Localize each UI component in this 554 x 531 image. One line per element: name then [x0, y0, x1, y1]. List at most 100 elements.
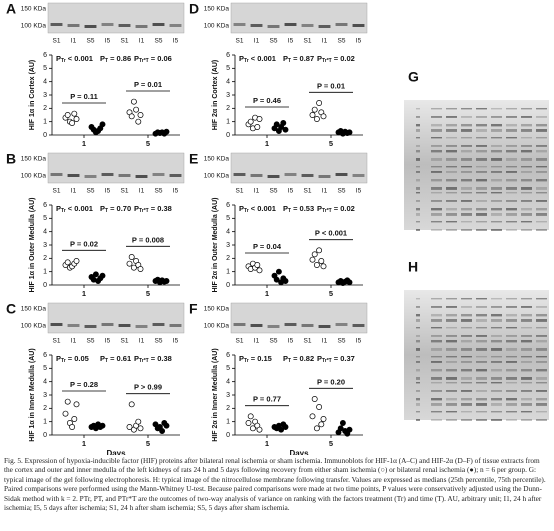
sham-point	[318, 258, 325, 264]
gel-band	[536, 192, 547, 194]
gel-band	[446, 208, 457, 211]
sham-point	[64, 398, 71, 405]
gel-band	[476, 192, 487, 194]
gel-band	[446, 377, 457, 380]
gel-band	[446, 171, 457, 173]
gel-band	[446, 314, 457, 317]
gel-band	[536, 200, 547, 202]
gel-band	[521, 327, 532, 329]
stat-sub: T	[288, 208, 291, 214]
kda-label: 100 KDa	[204, 173, 230, 180]
comparison-label: P = 0.01	[317, 81, 345, 90]
gel-band	[461, 158, 472, 161]
band	[67, 174, 80, 177]
gel-band	[416, 221, 420, 223]
gel-band	[461, 208, 472, 211]
ischemia-point	[99, 422, 106, 429]
stat-symbol: P	[134, 54, 139, 63]
gel-band	[446, 306, 457, 308]
x-tick-label: 1	[265, 439, 269, 448]
gel-band	[521, 356, 532, 358]
gel-band	[431, 137, 442, 139]
gel-band	[506, 419, 517, 421]
y-tick-label: 5	[43, 215, 47, 222]
gel-band	[461, 145, 472, 147]
gel-band	[476, 319, 487, 322]
y-axis-label: HIF 2α in Outer Medulla (AU)	[212, 198, 219, 293]
gel-band	[431, 348, 442, 351]
gel-band	[476, 377, 487, 380]
lane-label: I1	[322, 338, 328, 345]
band	[84, 25, 97, 28]
gel-band	[506, 158, 517, 161]
y-tick-label: 3	[226, 92, 230, 99]
y-tick-label: 6	[226, 202, 230, 209]
lane-label: I5	[356, 338, 362, 345]
stat-value: < 0.001	[251, 54, 276, 63]
gel-band	[416, 419, 420, 421]
sham-point	[128, 254, 135, 260]
lane-label: S1	[236, 188, 244, 195]
panel-letter: H	[408, 259, 418, 275]
gel-band	[461, 221, 472, 223]
gel-band	[506, 298, 517, 300]
ischemia-point	[346, 129, 353, 136]
blot	[230, 2, 368, 34]
gel-band	[476, 335, 487, 337]
gel-band	[431, 382, 442, 384]
band	[50, 173, 63, 176]
gel-band	[431, 377, 442, 380]
stat-value: = 0.05	[68, 354, 89, 363]
gel-band	[536, 377, 547, 380]
gel-band	[491, 356, 502, 358]
gel-band	[461, 356, 472, 358]
lane-label: S1	[121, 188, 129, 195]
band	[335, 173, 348, 176]
comparison-label: P = 0.11	[70, 92, 98, 101]
gel-band	[446, 129, 457, 132]
y-axis-label: HIF 2α in Inner Medulla (AU)	[212, 348, 219, 441]
sham-point	[320, 416, 327, 422]
gel-band	[461, 340, 472, 343]
sham-point	[316, 404, 323, 410]
gel-band	[491, 319, 502, 322]
gel-band	[416, 356, 420, 358]
gel-band	[446, 158, 457, 161]
gel-band	[446, 411, 457, 413]
gel-band	[416, 382, 420, 384]
gel-band	[476, 108, 487, 110]
gel-band	[431, 306, 442, 308]
gel-band	[521, 145, 532, 147]
gel-band	[491, 150, 502, 153]
band	[267, 175, 280, 178]
sham-point	[73, 116, 80, 122]
kda-label: 150 KDa	[204, 306, 230, 313]
gel-band	[476, 150, 487, 153]
gel-band	[506, 335, 517, 337]
stat: PT = 0.86	[100, 54, 131, 64]
stat-value: = 0.06	[151, 54, 172, 63]
stat: PTr < 0.001	[239, 54, 276, 64]
gel-band	[506, 390, 517, 392]
sham-point	[313, 425, 320, 432]
gel-band	[461, 229, 472, 231]
ischemia-point	[273, 276, 280, 283]
y-tick-label: 1	[226, 269, 230, 276]
gel-band	[431, 335, 442, 337]
band	[101, 23, 114, 26]
gel-band	[491, 213, 502, 216]
stat: PT = 0.61	[100, 354, 131, 364]
gel-band	[521, 187, 532, 190]
gel-band	[536, 129, 547, 132]
y-tick-label: 5	[226, 365, 230, 372]
ischemia-point	[346, 426, 353, 433]
gel-band	[476, 327, 487, 329]
lane-label: S1	[121, 38, 129, 45]
gel-band	[461, 298, 472, 300]
band	[301, 324, 314, 327]
sham-point	[64, 112, 71, 118]
gel-band	[461, 369, 472, 372]
gel-band	[491, 192, 502, 194]
lane-label: S1	[236, 38, 244, 45]
sham-point	[62, 410, 69, 417]
